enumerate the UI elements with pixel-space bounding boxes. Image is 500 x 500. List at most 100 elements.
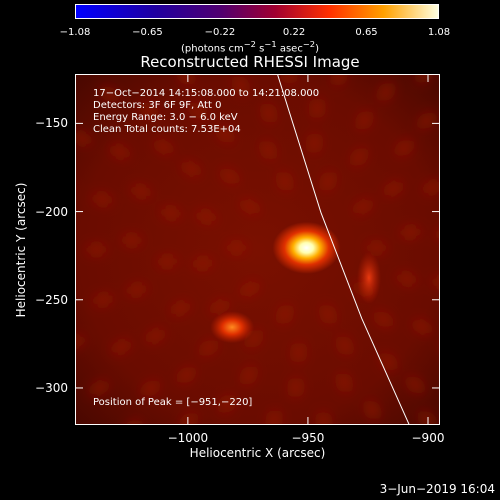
sidelobe-blob [366, 242, 387, 253]
sidelobe-blob [352, 147, 366, 166]
emission-source [272, 221, 341, 274]
sidelobe-blob [322, 304, 334, 325]
sidelobe-blob [375, 311, 392, 328]
colorbar-tick-label: 0.22 [282, 27, 306, 38]
sidelobe-blob [226, 242, 247, 253]
sidelobe-blob [400, 227, 421, 238]
emission-source [356, 251, 381, 304]
emission-source [210, 311, 255, 344]
sidelobe-blob [182, 161, 200, 176]
sidelobe-blob [413, 319, 431, 334]
sidelobe-blob [354, 199, 372, 214]
sidelobe-blob [396, 139, 413, 156]
sidelobe-blob [309, 133, 320, 154]
colorbar-tick-label: −0.65 [132, 27, 163, 38]
sidelobe-blob [154, 139, 173, 155]
chart-title: Reconstructed RHESSI Image [140, 53, 360, 71]
sidelobe-blob [322, 171, 334, 191]
sidelobe-blob [358, 110, 371, 130]
x-tick-label: −950 [291, 431, 325, 445]
footer-date: 3−Jun−2019 16:04 [379, 482, 495, 496]
sidelobe-blob [221, 168, 238, 185]
sidelobe-blob [161, 207, 181, 219]
sidelobe-blob [93, 294, 113, 306]
sidelobe-blob [420, 411, 435, 424]
sidelobe-blob [318, 412, 330, 424]
sidelobe-blob [192, 258, 213, 269]
sidelobe-blob [90, 380, 109, 395]
sidelobe-blob [268, 409, 280, 424]
sidelobe-blob [333, 75, 345, 86]
y-axis-label: Heliocentric Y (arcsec) [14, 182, 28, 318]
sidelobe-blob [263, 103, 275, 123]
sidelobe-blob [76, 335, 85, 348]
sidelobe-blob [86, 244, 107, 255]
sidelobe-blob [366, 400, 379, 420]
sidelobe-blob [157, 256, 178, 267]
colorbar-tick-label: −0.22 [204, 27, 236, 38]
sidelobe-blob [76, 132, 91, 145]
annotation-time-range: 17−Oct−2014 14:15:08.000 to 14:21:08.000 [93, 88, 320, 99]
sidelobe-blob [241, 281, 259, 297]
annotation-energy-range: Energy Range: 3.0 − 6.0 keV [93, 112, 238, 123]
colorbar [75, 4, 439, 19]
sidelobe-blob [139, 102, 157, 118]
sidelobe-blob [380, 353, 396, 371]
sidelobe-blob [418, 112, 435, 129]
sidelobe-blob [247, 329, 261, 348]
sidelobe-blob [417, 75, 432, 83]
y-tick-label: −200 [35, 204, 68, 219]
sidelobe-blob [142, 380, 159, 397]
sidelobe-blob [190, 102, 206, 120]
sidelobe-blob [126, 284, 147, 296]
sidelobe-blob [178, 366, 195, 384]
sidelobe-blob [293, 342, 304, 363]
sidelobe-blob [262, 140, 275, 160]
sidelobe-blob [241, 199, 259, 214]
x-axis-label: Heliocentric X (arcsec) [189, 446, 326, 460]
sidelobe-blob [384, 181, 403, 196]
sidelobe-blob [220, 394, 234, 413]
heatmap-image [76, 75, 439, 424]
sidelobe-blob [407, 376, 423, 394]
sidelobe-blob [234, 76, 247, 96]
sidelobe-blob [125, 419, 141, 424]
sidelobe-blob [217, 125, 233, 143]
sidelobe-blob [146, 329, 165, 343]
sidelobe-blob [100, 86, 118, 102]
sidelobe-blob [397, 273, 417, 285]
sidelobe-blob [200, 339, 217, 356]
heatmap-sidelobes [76, 75, 439, 424]
heatmap-sources [210, 221, 381, 344]
colorbar-tick-label: 1.08 [427, 27, 451, 38]
sidelobe-blob [279, 304, 291, 325]
sidelobe-blob [290, 377, 301, 398]
annotation-peak-position: Position of Peak = [−951,−220] [93, 397, 253, 408]
sidelobe-blob [131, 185, 151, 198]
annotation-detectors: Detectors: 3F 6F 9F, Att 0 [93, 100, 222, 111]
y-tick-label: −300 [35, 380, 68, 395]
sidelobe-blob [279, 171, 291, 191]
colorbar-units: (photons cm−2 s−1 asec−2) [180, 39, 320, 55]
solar-limb-line [277, 75, 410, 424]
sidelobe-blob [171, 302, 190, 315]
sidelobe-blob [242, 366, 255, 385]
y-tick-label: −250 [35, 292, 68, 307]
sidelobe-blob [110, 145, 129, 159]
colorbar-tick-label: −1.08 [59, 27, 91, 38]
sidelobe-blob [432, 277, 439, 289]
sidelobe-blob [338, 372, 350, 393]
sidelobe-blob [178, 75, 193, 85]
sidelobe-blob [284, 75, 295, 84]
sidelobe-blob [121, 235, 142, 246]
sidelobe-blob [338, 336, 351, 356]
plot-area [75, 74, 440, 425]
x-tick-label: −1000 [167, 431, 209, 445]
colorbar-tick-label: 0.65 [355, 27, 378, 38]
sidelobe-blob [92, 193, 113, 205]
sidelobe-blob [196, 211, 216, 223]
sidelobe-blob [112, 340, 131, 354]
sidelobe-blob [312, 98, 323, 119]
x-tick-label: −900 [411, 431, 445, 445]
